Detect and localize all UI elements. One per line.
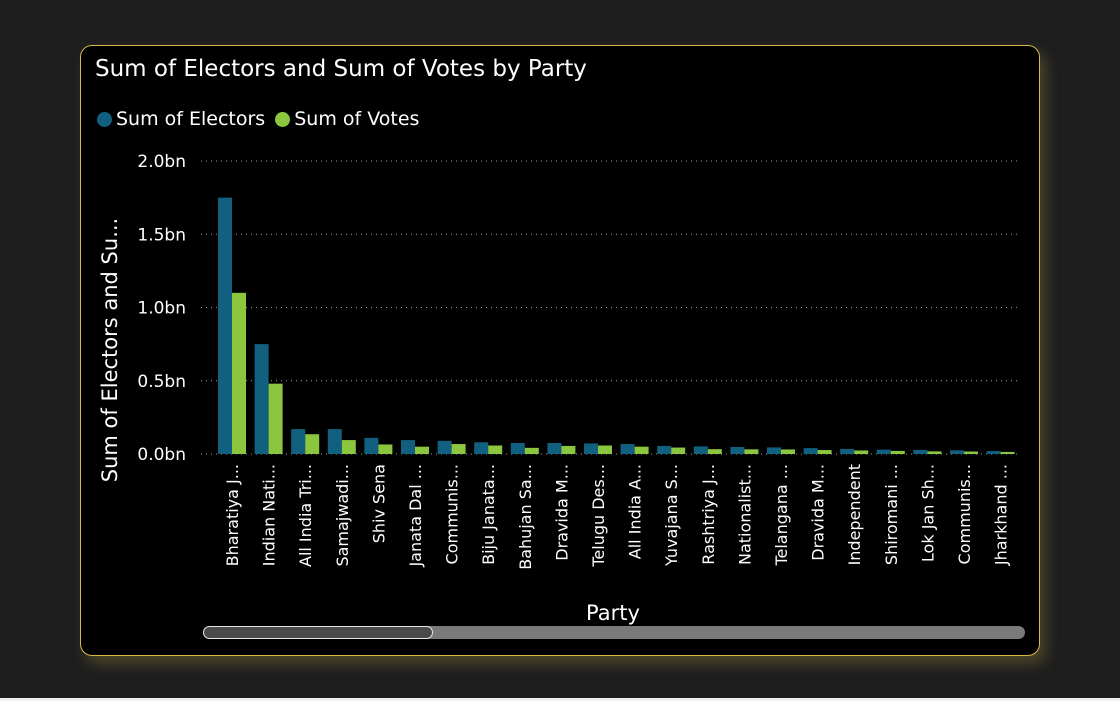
bar-electors[interactable] — [547, 443, 562, 454]
bar-electors[interactable] — [291, 429, 306, 454]
x-tick-label: Telugu Des... — [589, 464, 608, 568]
x-tick-label: Yuvajana S... — [662, 464, 681, 567]
legend: Sum of Electors Sum of Votes — [97, 108, 429, 130]
x-tick-label: Shiromani ... — [882, 464, 901, 565]
bars — [218, 197, 1015, 454]
bar-electors[interactable] — [950, 450, 964, 454]
bar-votes[interactable] — [561, 445, 576, 454]
bar-votes[interactable] — [927, 451, 942, 454]
bar-electors[interactable] — [510, 443, 525, 454]
x-axis-label: Party — [586, 601, 640, 625]
bottom-strip — [0, 698, 1120, 701]
bar-electors[interactable] — [218, 197, 232, 454]
bar-electors[interactable] — [401, 440, 415, 454]
x-tick-label: Lok Jan Sh... — [918, 464, 937, 562]
bar-votes[interactable] — [854, 450, 869, 454]
bar-votes[interactable] — [707, 449, 722, 454]
x-tick-label: Jharkhand ... — [992, 464, 1011, 566]
bar-votes[interactable] — [232, 292, 246, 454]
x-tick-label: Communis... — [955, 464, 974, 564]
bar-chart: 0.0bn 0.5bn 1.0bn 1.5bn 2.0bn Bharatiya J...… — [98, 152, 1019, 625]
legend-votes-label: Sum of Votes — [294, 108, 420, 130]
chart-card[interactable]: Sum of Electors and Sum of Votes by Part… — [80, 45, 1040, 656]
chart-title: Sum of Electors and Sum of Votes by Part… — [95, 56, 587, 82]
bar-votes[interactable] — [415, 446, 429, 454]
x-tick-label: Dravida M... — [552, 464, 571, 561]
bar-votes[interactable] — [671, 447, 686, 454]
bar-votes[interactable] — [634, 446, 649, 454]
bar-electors[interactable] — [803, 448, 818, 454]
x-tick-label: Bharatiya J... — [223, 464, 242, 566]
legend-electors-dot-icon — [97, 111, 112, 127]
y-axis-label: Sum of Electors and Su... — [98, 218, 122, 482]
gridlines — [201, 160, 1019, 455]
y-tick-label: 1.0bn — [137, 299, 186, 319]
bar-votes[interactable] — [488, 445, 503, 454]
x-tick-label: Dravida M... — [809, 464, 828, 561]
x-tick-label: All India A... — [626, 464, 645, 559]
x-tick-label: Biju Janata... — [479, 464, 498, 565]
bar-votes[interactable] — [268, 383, 283, 454]
y-tick-label: 0.5bn — [137, 372, 186, 392]
legend-item-votes[interactable]: Sum of Votes — [275, 108, 419, 130]
bar-electors[interactable] — [730, 446, 745, 454]
legend-electors-label: Sum of Electors — [116, 108, 266, 130]
bar-votes[interactable] — [890, 450, 905, 454]
bar-electors[interactable] — [620, 444, 635, 454]
bar-votes[interactable] — [305, 434, 320, 454]
y-tick-label: 1.5bn — [137, 225, 186, 245]
legend-votes-dot-icon — [275, 111, 291, 127]
bar-electors[interactable] — [364, 437, 379, 454]
x-tick-label: Bahujan Sa... — [516, 464, 535, 570]
bar-votes[interactable] — [781, 449, 795, 454]
x-tick-label: Communis... — [443, 464, 462, 564]
x-tick-label: Nationalist... — [735, 464, 754, 565]
legend-item-electors[interactable]: Sum of Electors — [97, 108, 265, 130]
bar-electors[interactable] — [327, 429, 342, 454]
bar-votes[interactable] — [1000, 451, 1015, 454]
x-axis-ticks: Bharatiya J... Indian Nati... All India Tr… — [223, 464, 1011, 570]
bar-votes[interactable] — [378, 444, 393, 454]
x-tick-label: Rashtriya J... — [699, 464, 718, 565]
x-tick-label: Shiv Sena — [369, 464, 388, 543]
bar-electors[interactable] — [840, 448, 855, 454]
x-tick-label: All India Tri... — [296, 464, 315, 567]
bar-electors[interactable] — [657, 445, 672, 454]
x-tick-label: Indian Nati... — [260, 464, 279, 566]
bar-electors[interactable] — [876, 449, 891, 454]
y-tick-label: 0.0bn — [137, 445, 186, 465]
bar-electors[interactable] — [437, 440, 452, 454]
bar-votes[interactable] — [744, 449, 759, 454]
scrollbar-thumb[interactable] — [203, 626, 433, 639]
bar-electors[interactable] — [474, 442, 489, 454]
bar-electors[interactable] — [986, 451, 1001, 454]
horizontal-scrollbar[interactable] — [203, 626, 1025, 639]
bar-votes[interactable] — [341, 440, 356, 454]
y-axis-ticks: 0.0bn 0.5bn 1.0bn 1.5bn 2.0bn — [137, 152, 186, 465]
bar-electors[interactable] — [584, 443, 598, 454]
bar-electors[interactable] — [254, 344, 269, 454]
x-tick-label: Janata Dal ... — [406, 464, 425, 568]
x-tick-label: Samajwadi... — [333, 464, 352, 567]
bar-electors[interactable] — [693, 446, 708, 454]
bar-electors[interactable] — [913, 449, 928, 454]
bar-electors[interactable] — [767, 447, 781, 454]
bar-votes[interactable] — [451, 444, 466, 454]
bar-votes[interactable] — [524, 447, 539, 454]
y-tick-label: 2.0bn — [137, 152, 186, 172]
x-tick-label: Telangana ... — [772, 464, 791, 567]
bar-votes[interactable] — [817, 450, 832, 454]
bar-votes[interactable] — [598, 445, 612, 454]
x-tick-label: Independent — [845, 464, 864, 565]
bar-votes[interactable] — [964, 451, 978, 454]
